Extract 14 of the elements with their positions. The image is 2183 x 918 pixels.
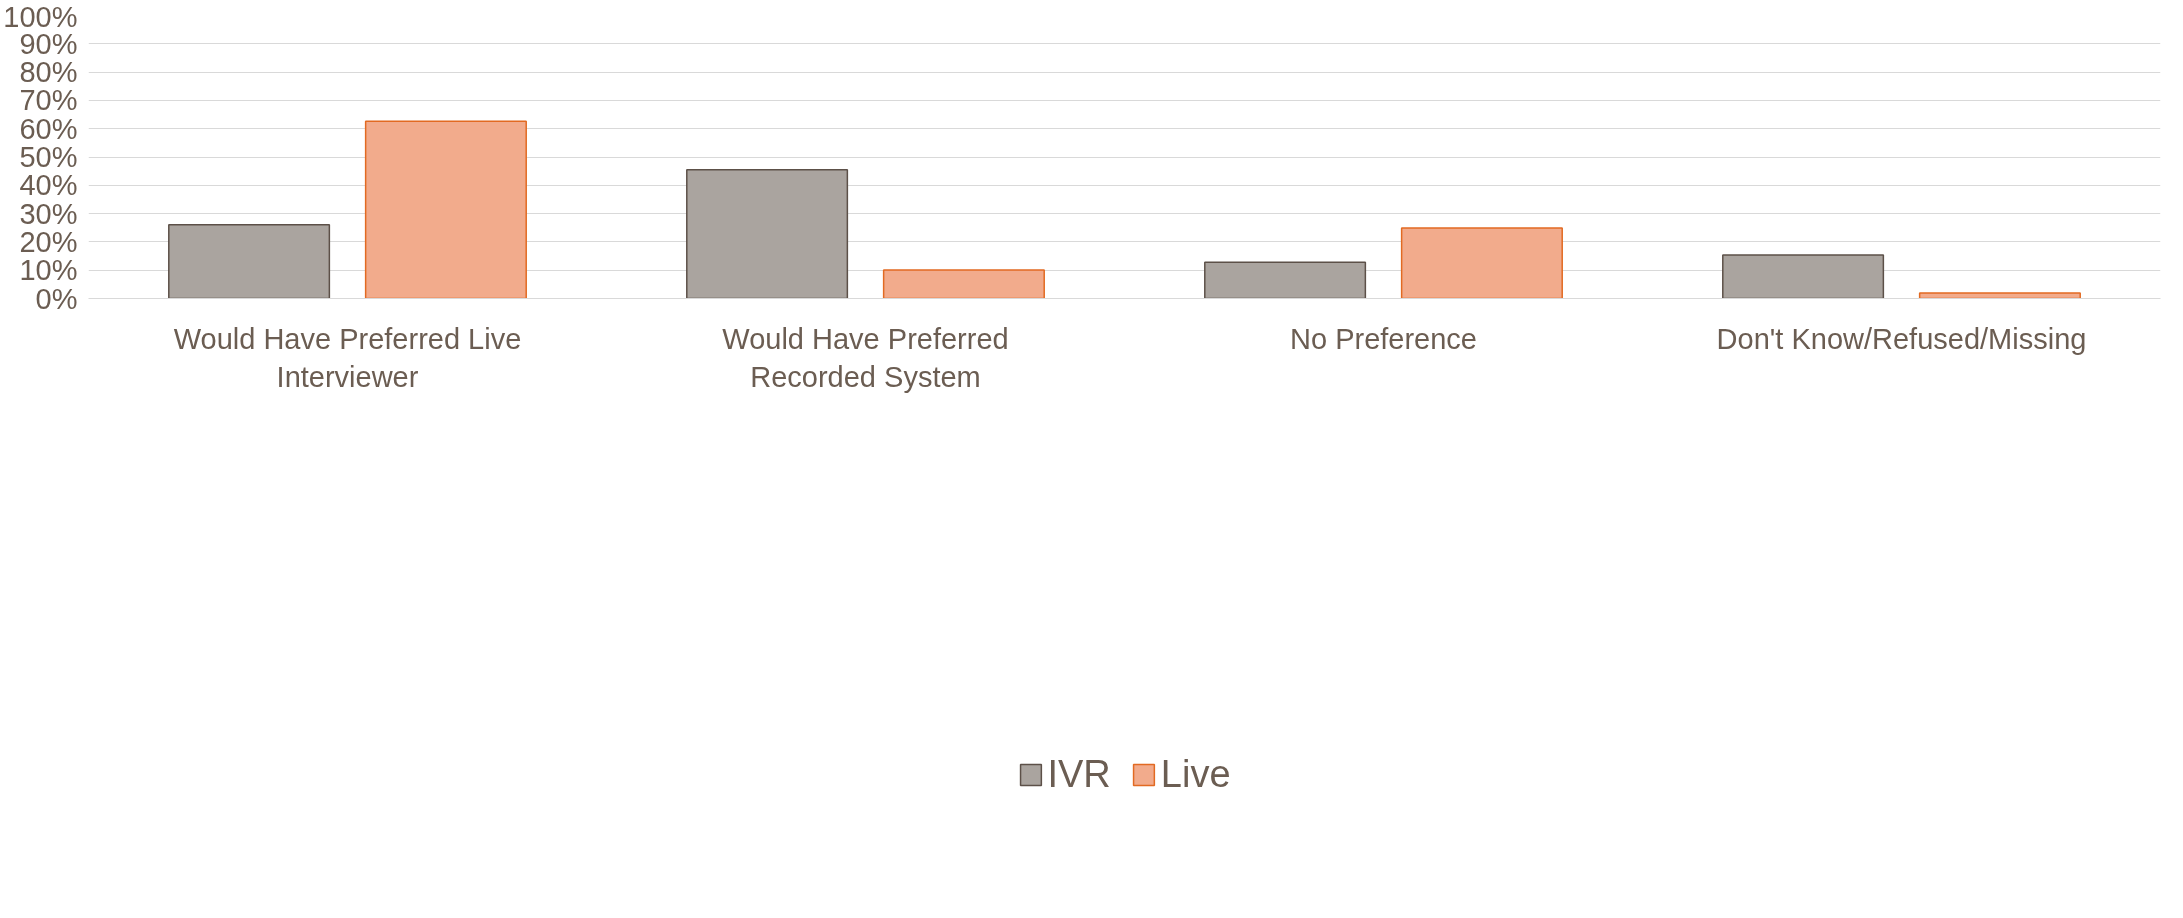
bar	[1204, 261, 1367, 299]
bar	[168, 223, 331, 299]
bar	[1722, 254, 1885, 299]
x-tick-label: No Preference	[1290, 322, 1478, 355]
bar	[1400, 227, 1563, 299]
bar	[1918, 292, 2081, 299]
x-tick-label: Would Have Preferred Live Interviewer	[173, 322, 522, 393]
legend-label: Live	[1160, 752, 1231, 796]
x-tick-label: Would Have Preferred Recorded System	[722, 322, 1009, 393]
bar	[882, 269, 1045, 299]
legend-label: IVR	[1047, 752, 1111, 796]
bar	[364, 120, 527, 299]
bar	[686, 168, 849, 299]
x-tick-label: Don't Know/Refused/Missing	[1716, 322, 2087, 355]
